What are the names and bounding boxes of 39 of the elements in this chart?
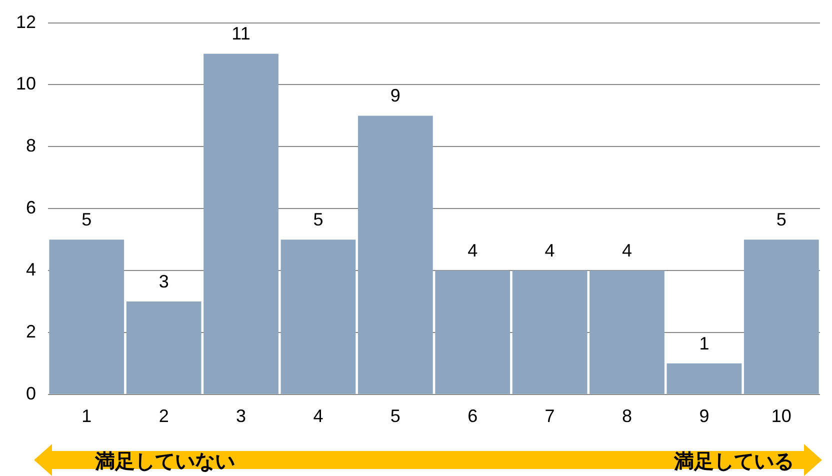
- x-tick-label: 4: [313, 406, 324, 426]
- x-tick-label: 7: [544, 406, 555, 426]
- bar: [204, 54, 278, 394]
- text: 満足している: [674, 448, 794, 475]
- data-label: 5: [313, 210, 324, 230]
- data-label: 4: [544, 240, 555, 260]
- data-label: 1: [699, 333, 710, 354]
- bar: [126, 302, 202, 394]
- y-tick-label: 8: [26, 136, 36, 156]
- bar: [666, 363, 742, 394]
- text: 満足していない: [95, 448, 235, 475]
- x-tick-label: 6: [468, 406, 478, 426]
- data-label: 9: [390, 86, 400, 106]
- x-tick-label: 2: [158, 406, 169, 426]
- y-tick-label: 12: [16, 12, 36, 32]
- bar: [590, 270, 664, 394]
- y-tick-label: 10: [16, 74, 36, 94]
- x-tick-label: 3: [236, 406, 246, 426]
- x-tick-label: 8: [622, 406, 632, 426]
- y-tick-label: 2: [26, 321, 36, 342]
- data-label: 3: [158, 271, 169, 292]
- bar: [512, 270, 588, 394]
- x-tick-label: 10: [771, 406, 792, 426]
- data-label: 5: [776, 210, 786, 230]
- x-tick-label: 1: [82, 406, 92, 426]
- bar: [49, 240, 124, 394]
- data-label: 5: [82, 210, 92, 230]
- bar: [435, 270, 510, 394]
- bar: [358, 116, 433, 394]
- data-label: 4: [468, 240, 478, 260]
- x-tick-label: 9: [699, 406, 710, 426]
- bar: [744, 240, 819, 394]
- y-tick-label: 4: [26, 260, 36, 280]
- data-label: 4: [622, 240, 632, 260]
- bar: [280, 240, 356, 394]
- y-tick-label: 6: [26, 198, 36, 218]
- y-tick-label: 0: [26, 383, 36, 404]
- data-label: 11: [232, 24, 250, 44]
- x-tick-label: 5: [390, 406, 400, 426]
